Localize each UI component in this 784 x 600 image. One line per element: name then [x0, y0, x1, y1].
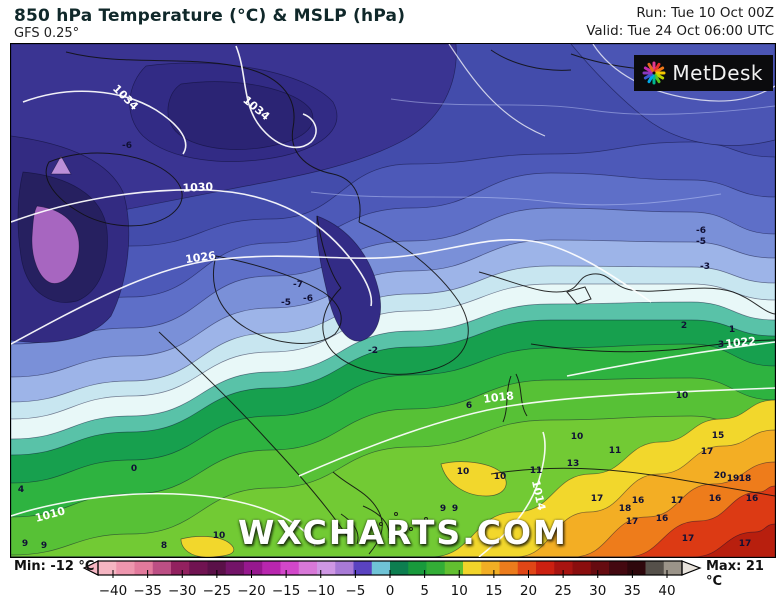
temp-label: 4 [18, 485, 24, 495]
temp-label: 16 [632, 496, 645, 506]
colorbar-tick-label: −40 [99, 583, 128, 599]
temp-label: -3 [700, 262, 710, 272]
temp-label: -2 [368, 346, 378, 356]
temp-label: 17 [591, 494, 604, 504]
temp-label: 0 [131, 464, 137, 474]
colorbar-tick-label: 10 [451, 583, 468, 599]
temp-label: 10 [494, 472, 507, 482]
temp-label: -5 [281, 298, 291, 308]
isobar-label: 1022 [725, 334, 757, 350]
temp-label: 10 [457, 467, 470, 477]
legend-max-label: Max: 21 °C [706, 559, 764, 589]
temp-label: -6 [122, 141, 132, 151]
temp-label: 2 [681, 321, 687, 331]
colorbar-tick-label: −30 [168, 583, 197, 599]
temp-label: 9 [22, 539, 28, 549]
colorbar-tick-label: 0 [386, 583, 395, 599]
colorbar-tick-label: −20 [237, 583, 266, 599]
temp-label: 9 [452, 504, 458, 514]
colorbar-tick-label: −35 [133, 583, 162, 599]
temp-label: 17 [701, 447, 714, 457]
temp-label: -5 [696, 237, 706, 247]
colorbar-tick-label: 25 [555, 583, 572, 599]
temp-label: -6 [303, 294, 313, 304]
colorbar-tick-label: 30 [589, 583, 606, 599]
temp-label: 20 [714, 471, 727, 481]
temp-label: 19 [727, 474, 740, 484]
temp-label: 17 [739, 539, 752, 549]
temp-label: 15 [712, 431, 725, 441]
temp-label: 13 [567, 459, 580, 469]
temp-label: 17 [682, 534, 695, 544]
temp-label: 6 [466, 401, 472, 411]
isobar-label: 1026 [184, 249, 216, 266]
run-valid-info: Run: Tue 10 Oct 00Z Valid: Tue 24 Oct 06… [586, 5, 774, 40]
colorbar-tick-label: −25 [203, 583, 232, 599]
wxcharts-watermark: WXCHARTS.COM [237, 513, 568, 552]
metdesk-pinwheel-icon [642, 61, 666, 85]
colorbar-tick-label: 5 [420, 583, 429, 599]
colorbar-tick-label: 35 [624, 583, 641, 599]
colorbar-tick-label: −5 [345, 583, 365, 599]
isobar-lines [11, 44, 775, 557]
colorbar-tick-label: 20 [520, 583, 537, 599]
colorbar-tick-label: −10 [307, 583, 336, 599]
colorbar-tick-label: 15 [485, 583, 502, 599]
temp-label: 16 [656, 514, 669, 524]
temp-label: 10 [571, 432, 584, 442]
temp-label: 18 [739, 474, 752, 484]
temp-label: 16 [746, 494, 759, 504]
temp-label: 17 [626, 517, 639, 527]
isobar-label: 1014 [529, 479, 548, 512]
temp-label: 8 [161, 541, 167, 551]
temp-label: 10 [213, 531, 226, 541]
temp-label: 16 [709, 494, 722, 504]
model-subtitle: GFS 0.25° [14, 26, 80, 41]
temp-label: -6 [696, 226, 706, 236]
temp-label: -7 [293, 280, 303, 290]
colorbar-tick-label: −15 [272, 583, 301, 599]
page-title: 850 hPa Temperature (°C) & MSLP (hPa) [14, 6, 406, 26]
valid-time: Valid: Tue 24 Oct 06:00 UTC [586, 22, 774, 39]
isobar-label: 1018 [483, 389, 515, 406]
temperature-legend: Min: -12 °C −40 −35 −30 −25 −20 −15 −10 −5 0 5 10 1… [0, 558, 784, 600]
country-borders [45, 49, 775, 555]
map-area: 1034 1034 1030 1026 1022 1018 1014 1010 -6 -6 -7-… [10, 43, 776, 558]
temp-label: 11 [609, 446, 622, 456]
legend-min-label: Min: -12 °C [14, 559, 95, 574]
temp-label: 18 [619, 504, 632, 514]
temp-label: 17 [671, 496, 684, 506]
temp-label: 10 [676, 391, 689, 401]
temp-label: 9 [41, 541, 47, 551]
temp-label: 9 [440, 504, 446, 514]
colorbar-tick-label: 40 [658, 583, 675, 599]
temperature-colorbar: −40 −35 −30 −25 −20 −15 −10 −5 0 5 10 15 20 25 30 35 40 [82, 560, 702, 599]
temp-label: 11 [530, 466, 543, 476]
metdesk-logo-text: MetDesk [672, 61, 763, 85]
isobar-label: 1030 [182, 180, 214, 195]
temp-label: 3 [718, 340, 724, 350]
temp-label: 1 [729, 325, 735, 335]
metdesk-logo: MetDesk [634, 55, 773, 91]
run-time: Run: Tue 10 Oct 00Z [636, 5, 774, 21]
